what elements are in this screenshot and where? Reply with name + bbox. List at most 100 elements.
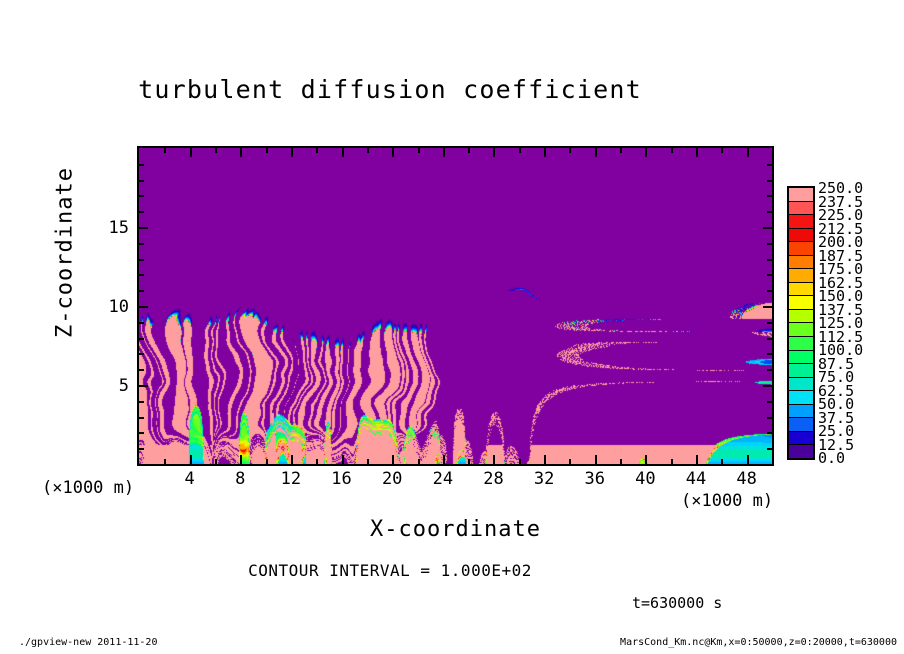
colorbar-tick-label: 12.5: [818, 435, 855, 454]
tick-mark: [721, 148, 723, 153]
tick-mark: [291, 148, 293, 157]
tick-mark: [418, 148, 420, 153]
tick-mark: [139, 180, 144, 182]
tick-mark: [767, 180, 772, 182]
tick-mark: [493, 455, 495, 464]
tick-mark: [367, 459, 369, 464]
colorbar-tick-label: 62.5: [818, 381, 855, 400]
colorbar-tick-label: 125.0: [818, 314, 864, 332]
colorbar-tick-label: 50.0: [818, 395, 855, 413]
tick-mark: [645, 455, 647, 464]
y-tick-label: 10: [108, 297, 129, 317]
contour-interval-label: CONTOUR INTERVAL = 1.000E+02: [248, 561, 532, 580]
colorbar-tick-label: 0.0: [818, 449, 846, 467]
colorbar-tick-label: 25.0: [818, 422, 855, 440]
tick-mark: [747, 455, 749, 464]
x-tick-label: 36: [584, 469, 605, 489]
tick-mark: [443, 455, 445, 464]
colorbar-band: [789, 200, 813, 215]
colorbar-band: [789, 308, 813, 323]
x-tick-label: 20: [381, 469, 403, 489]
tick-mark: [468, 148, 470, 153]
colorbar-band: [789, 444, 813, 458]
tick-mark: [139, 306, 148, 308]
tick-mark: [139, 243, 144, 245]
colorbar-tick-label: 137.5: [818, 300, 864, 319]
colorbar-band: [789, 430, 813, 445]
x-tick-label: 4: [184, 469, 195, 489]
tick-mark: [493, 148, 495, 157]
tick-mark: [767, 417, 772, 419]
tick-mark: [569, 148, 571, 153]
colorbar-tick-label: 187.5: [818, 246, 864, 265]
tick-mark: [696, 455, 698, 464]
tick-mark: [468, 459, 470, 464]
tick-mark: [519, 459, 521, 464]
y-tick-label: 15: [108, 218, 129, 238]
tick-mark: [569, 459, 571, 464]
tick-mark: [190, 455, 192, 464]
tick-mark: [767, 211, 772, 213]
tick-mark: [139, 322, 144, 324]
tick-mark: [595, 455, 597, 464]
tick-mark: [316, 459, 318, 464]
contour-plot-area: [137, 146, 774, 466]
colorbar-tick-labels: 250.0 237.5 225.0 212.5 200.0 187.5 175.0 162.5…: [818, 180, 898, 468]
tick-mark: [620, 148, 622, 153]
tick-mark: [767, 243, 772, 245]
tick-mark: [418, 459, 420, 464]
tick-mark: [139, 401, 144, 403]
tick-mark: [139, 227, 148, 229]
tick-mark: [392, 148, 394, 157]
footer-source-label: MarsCond_Km.nc@Km,x=0:50000,z=0:20000,t=…: [620, 637, 897, 648]
tick-mark: [215, 148, 217, 153]
colorbar-band: [789, 295, 813, 309]
tick-mark: [316, 148, 318, 153]
tick-mark: [767, 369, 772, 371]
footer-command-label: ./gpview-new 2011-11-20: [19, 637, 158, 648]
tick-mark: [291, 455, 293, 464]
tick-mark: [139, 417, 144, 419]
tick-mark: [767, 164, 772, 166]
tick-mark: [190, 148, 192, 157]
colorbar-band: [789, 376, 813, 391]
tick-mark: [139, 259, 144, 261]
y-axis-title: Z-coordinate: [52, 167, 78, 338]
x-tick-label: 48: [736, 469, 757, 489]
tick-mark: [266, 148, 268, 153]
x-tick-label: 16: [331, 469, 352, 489]
colorbar-tick-label: 150.0: [818, 287, 864, 305]
tick-mark: [164, 148, 166, 153]
tick-mark: [767, 290, 772, 292]
colorbar-band: [789, 322, 813, 337]
tick-mark: [763, 306, 772, 308]
x-tick-label: 8: [235, 469, 246, 489]
tick-mark: [767, 259, 772, 261]
tick-mark: [671, 148, 673, 153]
tick-mark: [767, 195, 772, 197]
tick-mark: [721, 459, 723, 464]
colorbar-tick-label: 112.5: [818, 327, 864, 346]
tick-mark: [240, 148, 242, 157]
colorbar-band: [789, 268, 813, 282]
colorbar-band: [789, 336, 813, 350]
colorbar-tick-label: 162.5: [818, 273, 864, 292]
tick-mark: [164, 459, 166, 464]
x-tick-label: 24: [432, 469, 454, 489]
x-tick-label: 12: [280, 469, 302, 489]
y-tick-label: 5: [118, 376, 129, 396]
colorbar-band: [789, 241, 813, 255]
tick-mark: [215, 459, 217, 464]
tick-mark: [367, 148, 369, 153]
tick-mark: [544, 148, 546, 157]
tick-mark: [342, 148, 344, 157]
tick-mark: [139, 448, 144, 450]
tick-mark: [595, 148, 597, 157]
colorbar-band: [789, 214, 813, 228]
x-tick-label: 40: [635, 469, 656, 489]
tick-mark: [767, 338, 772, 340]
tick-mark: [139, 369, 144, 371]
x-tick-label: 32: [533, 469, 555, 489]
tick-mark: [767, 353, 772, 355]
tick-mark: [763, 227, 772, 229]
